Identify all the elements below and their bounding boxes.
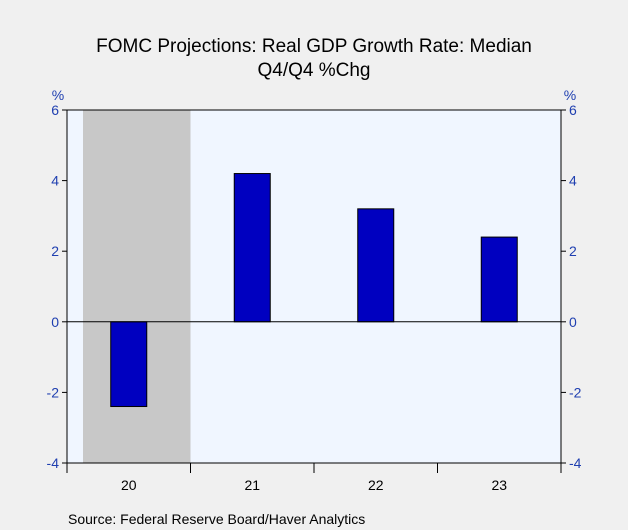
x-tick-label: 22 (368, 477, 384, 493)
y-tick-label-right: -4 (569, 455, 582, 471)
y-tick-label-left: -2 (47, 384, 60, 400)
right-unit-label: % (564, 87, 576, 103)
x-tick-label: 20 (121, 477, 137, 493)
y-tick-label-left: 6 (51, 102, 59, 118)
bar-layer (110, 173, 518, 408)
y-tick-label-left: 0 (51, 314, 59, 330)
bar (110, 321, 148, 408)
chart-title: FOMC Projections: Real GDP Growth Rate: … (96, 36, 532, 57)
y-tick-label-left: 2 (51, 243, 59, 259)
y-tick-label-left: 4 (51, 173, 59, 189)
chart-subtitle: Q4/Q4 %Chg (258, 60, 371, 81)
bar (480, 236, 518, 323)
axis-layer: -4 -4-2 -20 02 24 46 620 21 22 23 (47, 102, 582, 493)
y-tick-label-left: -4 (47, 455, 60, 471)
y-tick-label-right: 4 (569, 173, 577, 189)
source-note: Source: Federal Reserve Board/Haver Anal… (68, 511, 365, 527)
x-tick-label: 21 (244, 477, 260, 493)
plot-border (66, 109, 562, 464)
left-unit-label: % (52, 87, 64, 103)
y-tick-label-right: 2 (569, 243, 577, 259)
bar (233, 173, 271, 323)
y-tick-label-right: 0 (569, 314, 577, 330)
y-tick-label-right: -2 (569, 384, 582, 400)
bar (357, 208, 395, 323)
y-tick-label-right: 6 (569, 102, 577, 118)
x-tick-label: 23 (491, 477, 507, 493)
shaded-region (83, 110, 191, 463)
